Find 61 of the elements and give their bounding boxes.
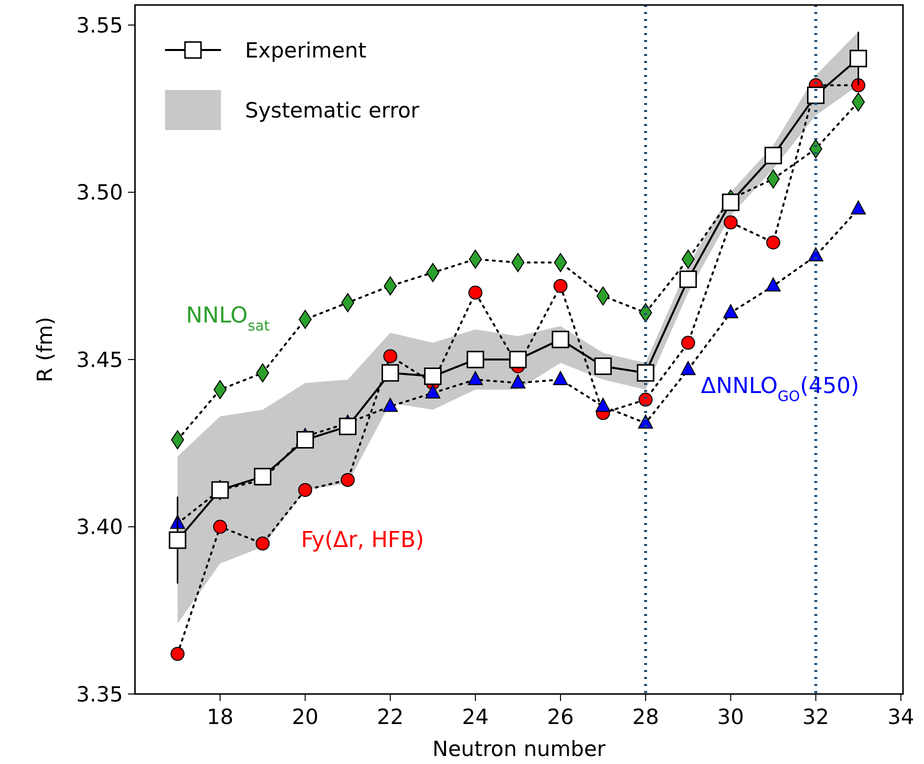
y-tick-label: 3.35 (76, 682, 123, 706)
x-tick-label: 32 (802, 705, 830, 729)
point (466, 350, 484, 368)
point (468, 286, 482, 300)
point (383, 349, 398, 364)
point (256, 536, 270, 550)
x-tick-label: 24 (462, 705, 489, 729)
point (722, 194, 740, 212)
point (850, 200, 866, 215)
x-tick-label: 22 (376, 705, 404, 729)
point (510, 374, 526, 388)
point (509, 350, 527, 368)
point (296, 431, 314, 449)
point (338, 418, 356, 436)
y-tick-label: 3.50 (76, 180, 123, 205)
point (679, 270, 697, 288)
point (723, 304, 738, 318)
point (724, 215, 738, 230)
point (851, 78, 866, 92)
point (552, 330, 570, 348)
x-tick-label: 34 (888, 705, 914, 729)
point (254, 468, 272, 486)
x-tick-label: 18 (206, 705, 234, 729)
y-tick-label: 3.55 (76, 13, 123, 38)
point (424, 368, 442, 386)
point (170, 646, 185, 661)
annotation: Systematic error (245, 98, 420, 122)
point (807, 86, 825, 104)
point (553, 278, 568, 293)
point (596, 398, 611, 412)
point (340, 472, 355, 487)
x-tick-label: 28 (632, 705, 659, 729)
point (766, 235, 780, 250)
legend-label: Experiment (245, 38, 366, 62)
point (681, 336, 696, 350)
point (382, 364, 400, 382)
point (382, 398, 398, 412)
point (594, 357, 612, 375)
point (425, 384, 440, 398)
point (766, 277, 781, 292)
y-tick-label: 3.40 (76, 515, 123, 540)
point (850, 50, 868, 68)
point (298, 482, 312, 497)
point (468, 371, 483, 386)
x-tick-label: 30 (717, 705, 744, 729)
point (168, 531, 186, 549)
series-label: NNLO$_{sat}$ (186, 304, 270, 335)
series-label: Fy(Δr, HFB) (300, 528, 424, 553)
point (552, 371, 568, 386)
series-label: ΔNNLO$_{GO}$(450) (700, 374, 860, 405)
point (680, 361, 696, 376)
point (638, 392, 653, 407)
point (211, 481, 229, 499)
y-tick-label: 3.45 (76, 348, 123, 372)
x-tick-label: 26 (547, 705, 574, 729)
point (213, 520, 228, 534)
x-axis-title: Neutron number (432, 737, 606, 761)
point (636, 364, 654, 382)
x-tick-label: 20 (292, 705, 319, 729)
point (764, 146, 782, 164)
y-axis-title: R (fm) (33, 316, 57, 382)
